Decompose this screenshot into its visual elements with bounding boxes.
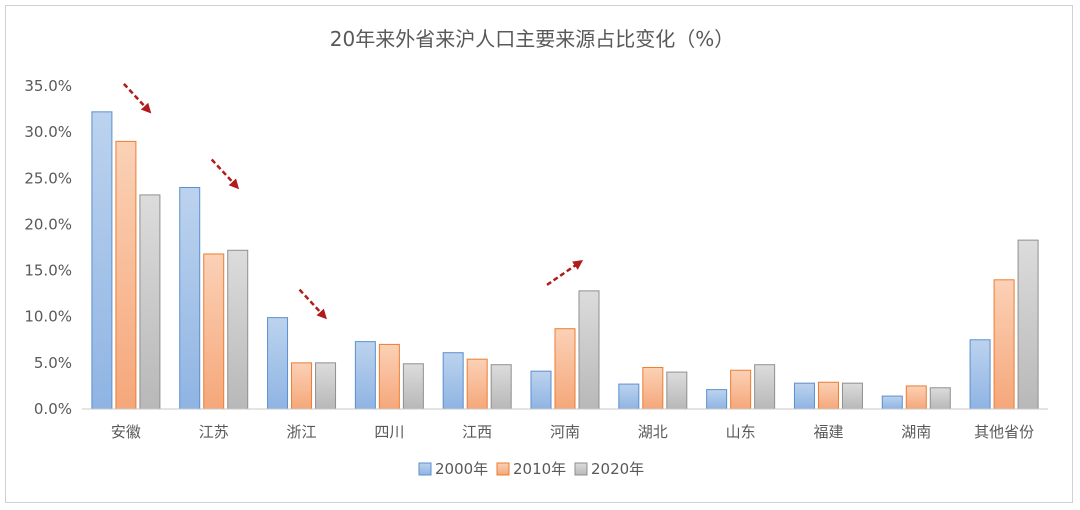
legend-label: 2020年 bbox=[591, 460, 644, 478]
x-tick-label: 湖南 bbox=[901, 423, 931, 441]
bar-2020年-山东 bbox=[754, 364, 776, 410]
bar-2020年-福建 bbox=[841, 382, 863, 410]
bar-2000年-江苏 bbox=[179, 187, 201, 410]
bar-2020年-河南 bbox=[578, 290, 600, 410]
bar-2000年-河南 bbox=[530, 370, 552, 410]
legend-swatch-2010年 bbox=[496, 462, 510, 476]
legend-swatch-2000年 bbox=[418, 462, 432, 476]
x-tick-label: 浙江 bbox=[287, 423, 317, 441]
y-tick-label: 0.0% bbox=[34, 400, 72, 418]
trend-arrow-down bbox=[122, 82, 152, 114]
legend-swatch-2020年 bbox=[574, 462, 588, 476]
y-axis: 0.0% 5.0% 10.0% 15.0% 20.0% 25.0% 30.0% 35.0% bbox=[24, 77, 72, 418]
x-tick-label: 福建 bbox=[813, 423, 843, 441]
bar-2010年-福建 bbox=[817, 381, 839, 410]
bar-2010年-江苏 bbox=[203, 253, 225, 410]
bar-2000年-浙江 bbox=[267, 317, 289, 410]
bar-2010年-湖北 bbox=[642, 366, 664, 410]
trend-arrow-up bbox=[546, 260, 584, 286]
bar-2000年-其他省份 bbox=[969, 339, 991, 410]
bars-group bbox=[91, 111, 1039, 410]
chart-title: 20年来外省来沪人口主要来源占比变化（%） bbox=[330, 27, 734, 51]
y-tick-label: 25.0% bbox=[24, 169, 72, 187]
x-axis: 安徽 江苏 浙江 四川 江西 河南 湖北 山东 福建 湖南 其他省份 bbox=[111, 423, 1034, 441]
bar-2000年-福建 bbox=[793, 382, 815, 410]
x-tick-label: 山东 bbox=[726, 423, 756, 441]
trend-arrow-down bbox=[298, 288, 327, 320]
bar-2000年-湖南 bbox=[881, 395, 903, 410]
legend-label: 2000年 bbox=[435, 460, 488, 478]
y-tick-label: 20.0% bbox=[24, 215, 72, 233]
bar-2020年-其他省份 bbox=[1017, 239, 1039, 410]
y-tick-label: 10.0% bbox=[24, 308, 72, 326]
bar-2020年-江苏 bbox=[227, 249, 249, 410]
bar-2020年-湖北 bbox=[666, 371, 688, 410]
legend-label: 2010年 bbox=[513, 460, 566, 478]
x-tick-label: 其他省份 bbox=[974, 423, 1034, 441]
bar-2010年-山东 bbox=[730, 369, 752, 410]
x-tick-label: 四川 bbox=[374, 423, 404, 441]
bar-2010年-河南 bbox=[554, 328, 576, 410]
y-tick-label: 15.0% bbox=[24, 262, 72, 280]
x-tick-label: 湖北 bbox=[638, 423, 668, 441]
bar-2020年-江西 bbox=[490, 364, 512, 410]
bar-2000年-安徽 bbox=[91, 111, 113, 410]
trend-arrow-down bbox=[210, 158, 240, 190]
x-tick-label: 江苏 bbox=[199, 423, 229, 441]
bar-2000年-四川 bbox=[354, 341, 376, 410]
y-tick-label: 5.0% bbox=[34, 354, 72, 372]
bar-2020年-浙江 bbox=[315, 362, 337, 410]
bar-2000年-山东 bbox=[706, 389, 728, 410]
trend-arrows bbox=[122, 82, 584, 320]
bar-2020年-安徽 bbox=[139, 194, 161, 410]
bar-2010年-江西 bbox=[466, 358, 488, 410]
legend: 2000年 2010年 2020年 bbox=[418, 460, 644, 478]
y-tick-label: 30.0% bbox=[24, 123, 72, 141]
bar-2000年-湖北 bbox=[618, 383, 640, 410]
bar-2010年-浙江 bbox=[291, 362, 313, 410]
bar-2020年-湖南 bbox=[929, 387, 951, 410]
x-tick-label: 安徽 bbox=[111, 423, 141, 441]
bar-2010年-四川 bbox=[378, 343, 400, 410]
bar-2020年-四川 bbox=[402, 363, 424, 410]
x-tick-label: 河南 bbox=[550, 423, 580, 441]
bar-2000年-江西 bbox=[442, 352, 464, 410]
x-tick-label: 江西 bbox=[462, 423, 492, 441]
bar-2010年-其他省份 bbox=[993, 279, 1015, 410]
y-tick-label: 35.0% bbox=[24, 77, 72, 95]
bar-2010年-安徽 bbox=[115, 140, 137, 410]
bar-2010年-湖南 bbox=[905, 385, 927, 410]
